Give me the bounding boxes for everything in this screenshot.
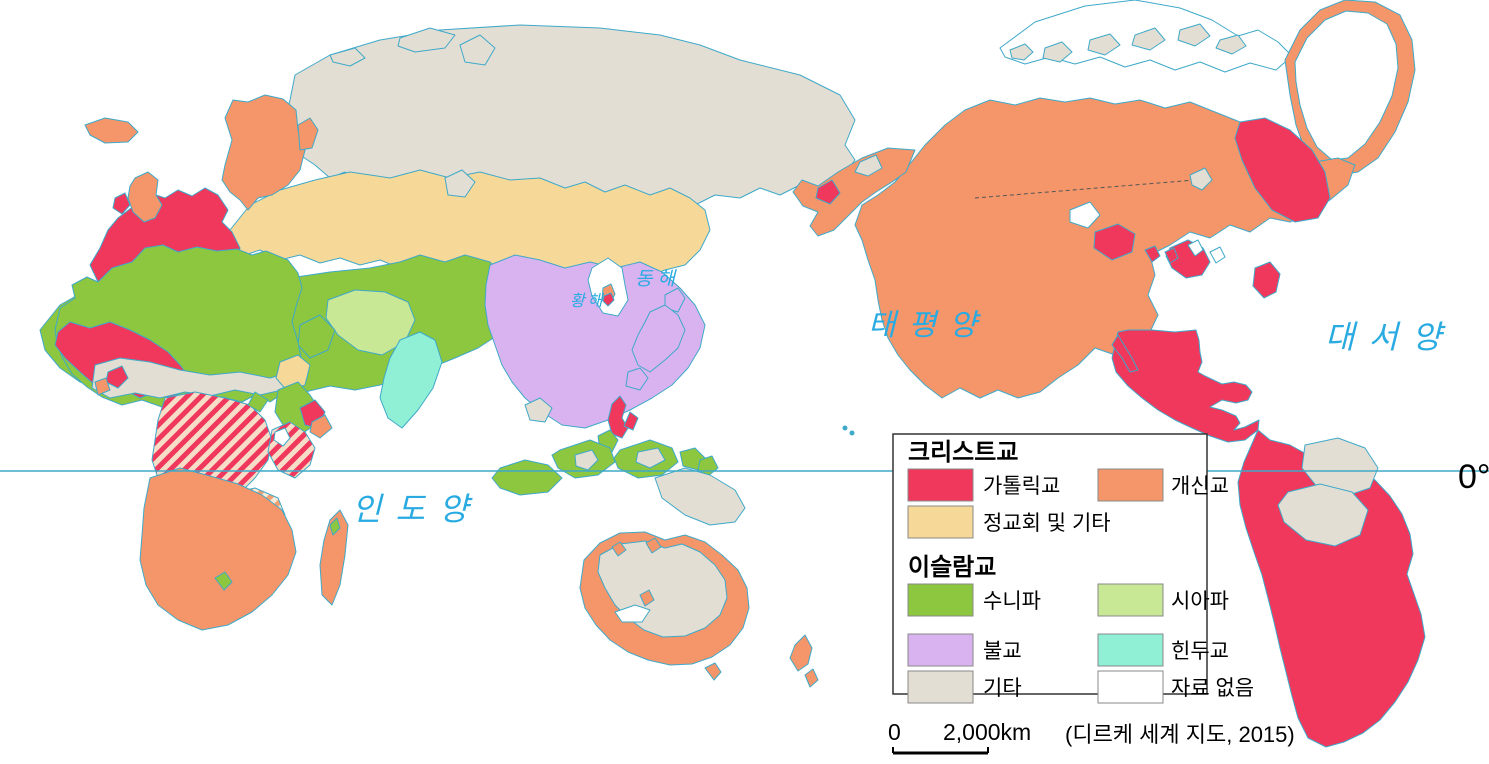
svg-text:크리스트교: 크리스트교 [908,439,1018,466]
svg-text:수니파: 수니파 [983,590,1041,613]
svg-text:0: 0 [888,719,901,745]
svg-text:이슬람교: 이슬람교 [908,554,996,581]
svg-text:힌두교: 힌두교 [1171,640,1229,663]
svg-text:인도양: 인도양 [352,491,482,527]
svg-text:가톨릭교: 가톨릭교 [983,475,1060,498]
svg-text:황해: 황해 [570,292,605,310]
svg-text:(디르케 세계 지도, 2015): (디르케 세계 지도, 2015) [1065,722,1295,747]
svg-text:불교: 불교 [983,640,1022,663]
svg-text:태평양: 태평양 [868,309,990,342]
svg-text:0°: 0° [1458,458,1489,496]
svg-text:동해: 동해 [635,269,680,290]
svg-text:대서양: 대서양 [1325,319,1455,355]
svg-text:정교회 및 기타: 정교회 및 기타 [983,512,1111,535]
svg-text:기타: 기타 [983,677,1022,700]
svg-text:개신교: 개신교 [1171,475,1229,498]
svg-text:자료 없음: 자료 없음 [1171,677,1254,700]
svg-text:2,000km: 2,000km [943,719,1031,745]
svg-text:시아파: 시아파 [1171,590,1229,613]
